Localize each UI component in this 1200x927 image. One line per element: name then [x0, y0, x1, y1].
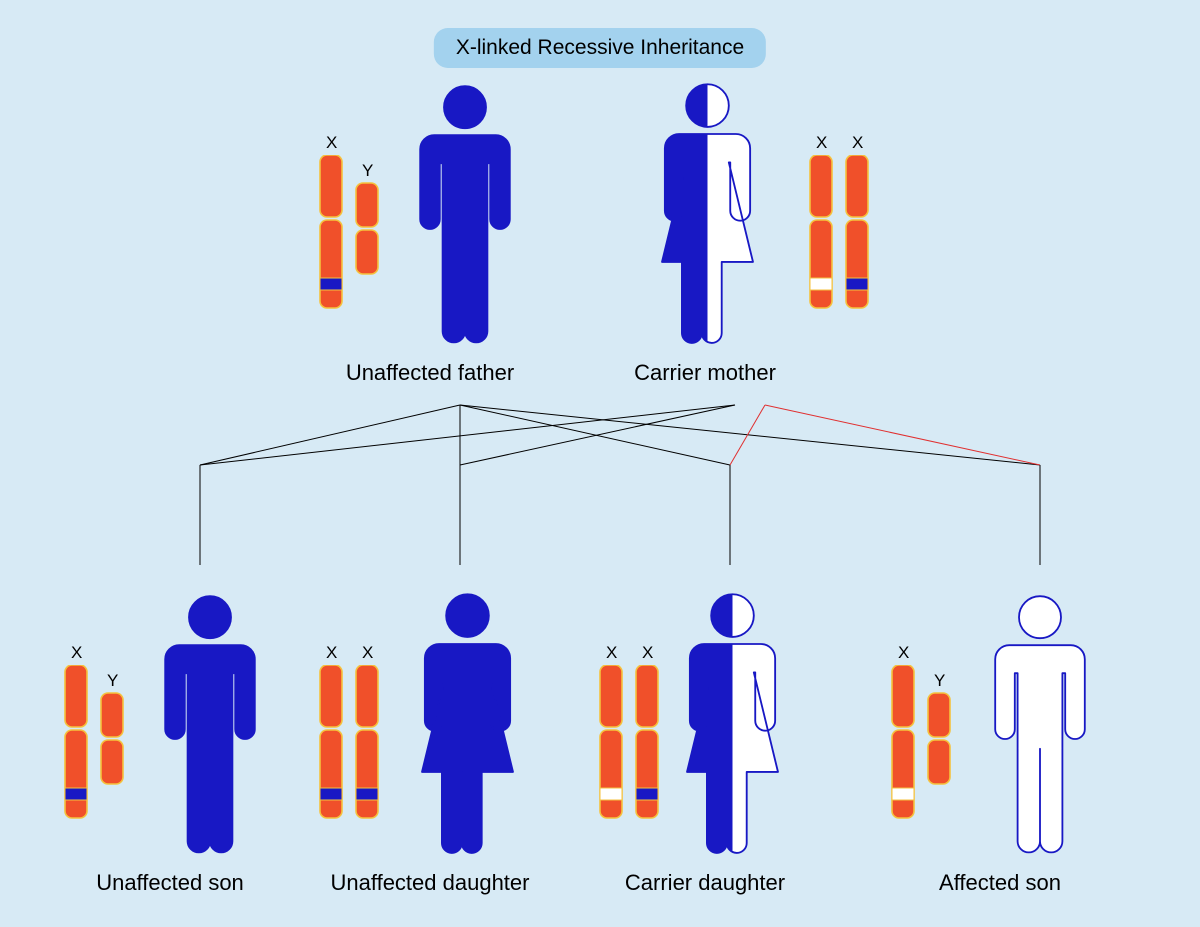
chromosome-label: X: [326, 133, 337, 153]
person-label: Unaffected father: [346, 360, 514, 386]
title-text: X-linked Recessive Inheritance: [456, 36, 744, 59]
person-label: Unaffected son: [96, 870, 244, 896]
chromosome-pair: [63, 665, 127, 845]
chromosome-pair: [890, 665, 954, 845]
diagram-canvas: X-linked Recessive Inheritance X Y Unaffec…: [0, 0, 1200, 927]
chromosome-label: X: [71, 643, 82, 663]
female-figure: [635, 80, 780, 350]
chromosome-label: Y: [362, 161, 373, 181]
chromosome-pair: [598, 665, 662, 845]
chromosome-label: X: [816, 133, 827, 153]
chromosome-label: X: [362, 643, 373, 663]
chromosome-label: X: [606, 643, 617, 663]
person-label: Unaffected daughter: [331, 870, 530, 896]
chromosome-label: X: [852, 133, 863, 153]
chromosome-label: X: [642, 643, 653, 663]
person-label: Carrier mother: [634, 360, 776, 386]
female-figure: [660, 590, 805, 860]
title-banner: X-linked Recessive Inheritance: [434, 28, 766, 68]
chromosome-label: Y: [934, 671, 945, 691]
male-figure: [970, 590, 1110, 860]
female-figure: [395, 590, 540, 860]
chromosome-label: Y: [107, 671, 118, 691]
person-label: Affected son: [939, 870, 1061, 896]
chromosome-label: X: [898, 643, 909, 663]
person-label: Carrier daughter: [625, 870, 785, 896]
male-figure: [395, 80, 535, 350]
chromosome-pair: [808, 155, 872, 335]
chromosome-pair: [318, 665, 382, 845]
male-figure: [140, 590, 280, 860]
chromosome-label: X: [326, 643, 337, 663]
chromosome-pair: [318, 155, 382, 335]
